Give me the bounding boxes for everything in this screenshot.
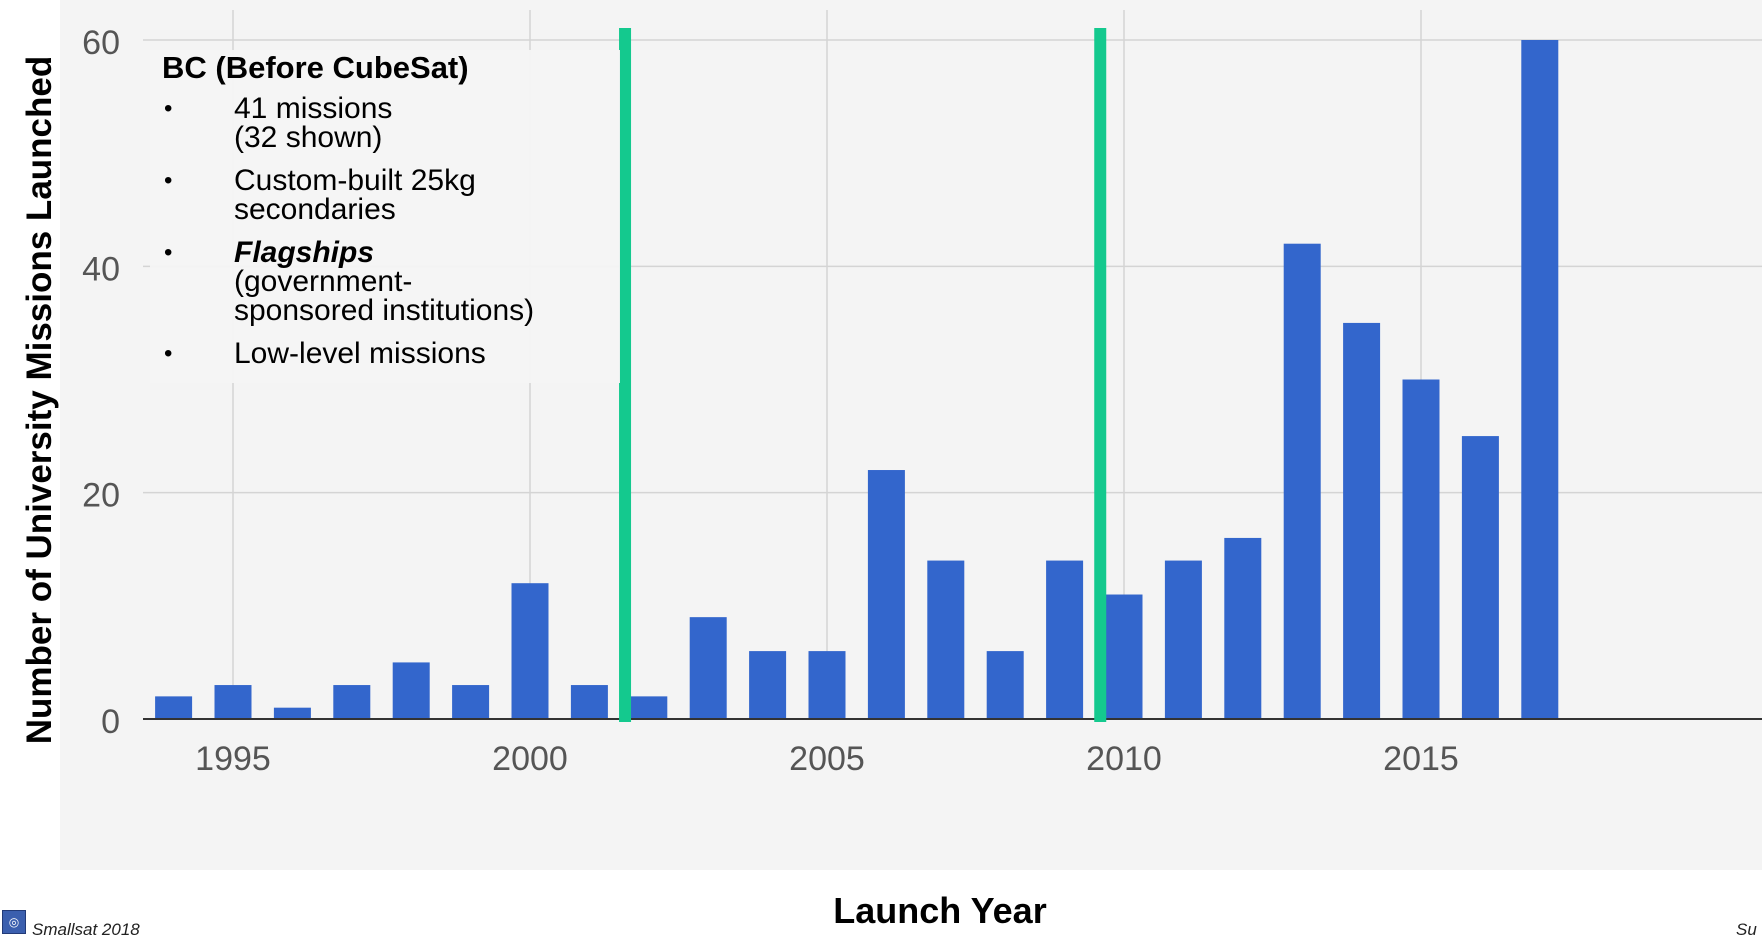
bullet-icon: • xyxy=(164,95,173,122)
annotation-bullet: • Low-level missions xyxy=(150,339,620,369)
logo-icon: ◎ xyxy=(2,910,26,934)
annotation-bullet: • 41 missions (32 shown) xyxy=(150,92,620,154)
bar xyxy=(1283,243,1321,719)
bar xyxy=(392,662,430,719)
bar xyxy=(155,696,193,719)
annotation-title: BC (Before CubeSat) xyxy=(162,50,469,85)
x-axis-label: Launch Year xyxy=(833,890,1047,931)
bar xyxy=(1343,322,1381,719)
bar xyxy=(1521,40,1559,719)
y-axis-label: Number of University Missions Launched xyxy=(20,55,59,745)
bar xyxy=(1224,537,1262,719)
bullet-text: Custom-built 25kg secondaries xyxy=(234,164,476,226)
bullet-icon: • xyxy=(164,340,173,367)
y-tick-label: 0 xyxy=(101,703,120,741)
bar xyxy=(1046,560,1084,719)
bar xyxy=(1105,594,1143,719)
bar xyxy=(867,470,905,719)
bar xyxy=(333,685,371,719)
bar xyxy=(511,583,549,719)
era-marker-line xyxy=(619,28,632,722)
bar xyxy=(1164,560,1202,719)
footer-left-text: Smallsat 2018 xyxy=(32,920,140,939)
bar xyxy=(689,617,727,719)
bullet-emphasis: Flagships xyxy=(234,236,375,269)
era-marker-line xyxy=(1094,28,1107,722)
annotation-bullet: • Flagships (government- sponsored insti… xyxy=(150,236,620,327)
bar xyxy=(749,651,787,719)
bullet-icon: • xyxy=(164,167,173,194)
bar xyxy=(570,685,608,719)
annotation-box: BC (Before CubeSat) • 41 missions (32 sh… xyxy=(150,50,620,383)
y-tick-label: 40 xyxy=(82,250,120,288)
x-tick-label: 2000 xyxy=(492,740,568,778)
bullet-text: 41 missions (32 shown) xyxy=(234,92,393,154)
bar xyxy=(1402,379,1440,719)
bar xyxy=(452,685,490,719)
bar xyxy=(273,707,311,719)
bar xyxy=(986,651,1024,719)
bar xyxy=(808,651,846,719)
bullet-subtext: (government- sponsored institutions) xyxy=(234,265,535,327)
bar xyxy=(214,685,252,719)
x-tick-label: 2015 xyxy=(1383,740,1459,778)
bullet-text: Low-level missions xyxy=(234,337,486,370)
annotation-bullet: Custom-built 25kg secondaries • Custom-b… xyxy=(150,164,620,226)
y-tick-label: 20 xyxy=(82,477,120,515)
y-tick-label: 60 xyxy=(82,24,120,62)
x-tick-label: 2010 xyxy=(1086,740,1162,778)
bar xyxy=(630,696,668,719)
x-tick-label: 1995 xyxy=(195,740,271,778)
footer-right-text: Su xyxy=(1736,920,1757,939)
bullet-text: Flagships (government- sponsored institu… xyxy=(234,236,535,327)
bar xyxy=(927,560,965,719)
bar xyxy=(1461,436,1499,719)
bullet-icon: • xyxy=(164,239,173,266)
x-tick-label: 2005 xyxy=(789,740,865,778)
